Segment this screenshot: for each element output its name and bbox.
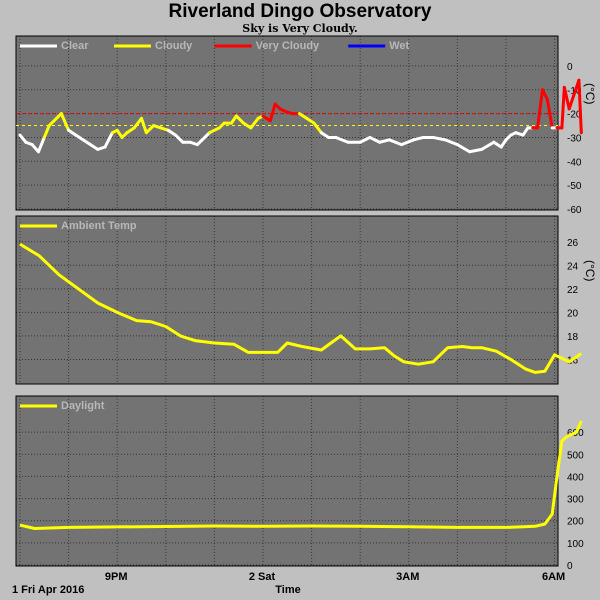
y-tick-label: -50 (567, 181, 582, 192)
series-segment (234, 114, 246, 125)
page-subtitle: Sky is Very Cloudy. (242, 22, 358, 35)
x-axis-label: Time (275, 584, 301, 596)
series-segment (455, 143, 472, 154)
x-tick-label: 6AM (542, 571, 565, 583)
plot-area (15, 215, 559, 385)
plot-area (15, 395, 559, 567)
x-axis: 9PM 2 Sat 3AM 6AM (105, 571, 565, 583)
series-segment (249, 116, 260, 130)
legend-label: Ambient Temp (61, 220, 137, 232)
series-segment (387, 138, 404, 147)
series-segment (368, 135, 382, 144)
series-segment (132, 116, 143, 130)
y-axis-label: (°C) (583, 83, 597, 104)
y-tick-label: 300 (567, 495, 584, 506)
y-tick-label: -20 (567, 110, 582, 121)
series-segment (560, 85, 566, 130)
series-segment (140, 116, 148, 135)
series-segment (59, 112, 71, 132)
y-tick-label: 0 (567, 561, 573, 572)
series-segment (312, 121, 323, 135)
y-tick-label: 20 (567, 308, 579, 319)
series-segment (378, 138, 391, 144)
x-tick-label: 3AM (396, 571, 419, 583)
series-segment (562, 85, 571, 111)
y-tick-label: 18 (567, 332, 579, 343)
series-segment (144, 124, 156, 135)
series-segment (200, 131, 212, 142)
series-segment (412, 135, 425, 142)
y-tick-label: -60 (567, 205, 582, 216)
legend-label: Daylight (61, 400, 105, 412)
page-title: Riverland Dingo Observatory (168, 1, 432, 22)
series-segment (103, 131, 114, 149)
series-segment (536, 88, 544, 130)
series-segment (480, 140, 496, 151)
legend-label: Very Cloudy (256, 40, 320, 52)
y-tick-label: 22 (567, 285, 579, 296)
series-segment (567, 93, 576, 111)
series-segment (400, 138, 416, 147)
legend-label: Cloudy (155, 40, 193, 52)
legend-label: Clear (61, 40, 89, 52)
series-line (19, 420, 583, 530)
series-segment (545, 97, 554, 130)
y-tick-label: 200 (567, 517, 584, 528)
series-segment (208, 126, 221, 135)
series-line (19, 242, 583, 374)
series-segment (268, 102, 277, 123)
y-axis-label: (°C) (583, 260, 597, 281)
date-label: 1 Fri Apr 2016 (12, 584, 85, 596)
series-segment (42, 124, 51, 139)
legend-label: Wet (389, 40, 409, 52)
series-segment (443, 138, 459, 147)
y-tick-label: 400 (567, 472, 584, 483)
series-segment (540, 88, 549, 101)
series-segment (174, 133, 185, 144)
series-segment (358, 135, 372, 144)
y-tick-label: 26 (567, 238, 579, 249)
y-tick-label: 500 (567, 450, 584, 461)
x-tick-label: 9PM (105, 571, 128, 583)
series-segment (431, 135, 447, 142)
y-tick-label: 0 (567, 62, 573, 73)
y-tick-label: 100 (567, 539, 584, 550)
series-segment (577, 78, 583, 135)
y-tick-label: -40 (567, 157, 582, 168)
series-segment (334, 135, 350, 144)
y-tick-label: -30 (567, 133, 582, 144)
series-segment (468, 147, 484, 154)
series-segment (36, 135, 46, 154)
series-segment (52, 112, 63, 123)
series-segment (18, 133, 28, 144)
y-tick-label: 24 (567, 261, 579, 272)
plot-area (15, 35, 559, 211)
x-tick-label: 2 Sat (249, 571, 276, 583)
